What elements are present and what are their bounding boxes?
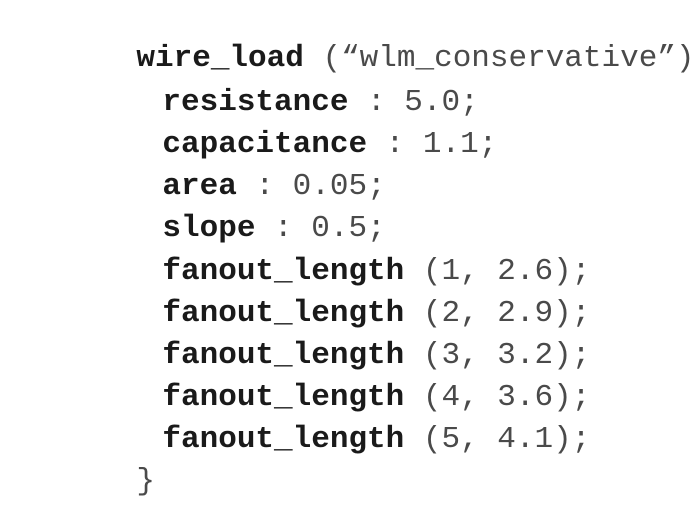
- attribute-value: 0.05;: [292, 169, 386, 204]
- wire-load-argument: (“wlm_conservative”) {: [322, 41, 698, 76]
- fanout-length-name: fanout_length: [162, 338, 405, 373]
- fanout-length-args: (5, 4.1);: [404, 422, 591, 457]
- resistance-line: resistance : 5.0;: [88, 56, 479, 149]
- fanout-length-line: fanout_length (3, 3.2);: [88, 309, 590, 402]
- wire-load-header-line: wire_load (“wlm_conservative”) {: [62, 12, 698, 105]
- closing-brace-line: }: [62, 435, 155, 528]
- fanout-length-line: fanout_length (5, 4.1);: [88, 393, 590, 486]
- fanout-length-args: (1, 2.6);: [404, 254, 591, 289]
- attribute-name: capacitance: [162, 127, 368, 162]
- fanout-length-name: fanout_length: [162, 254, 405, 289]
- attribute-separator: :: [348, 85, 405, 120]
- fanout-length-args: (3, 3.2);: [404, 338, 591, 373]
- slope-line: slope : 0.5;: [88, 182, 386, 275]
- attribute-name: resistance: [162, 85, 349, 120]
- attribute-name: area: [162, 169, 237, 204]
- attribute-value: 5.0;: [404, 85, 479, 120]
- fanout-length-args: (4, 3.6);: [404, 380, 591, 415]
- capacitance-line: capacitance : 1.1;: [88, 98, 497, 191]
- wire-load-keyword: wire_load: [136, 41, 304, 76]
- fanout-length-name: fanout_length: [162, 296, 405, 331]
- fanout-length-line: fanout_length (2, 2.9);: [88, 267, 590, 360]
- fanout-length-name: fanout_length: [162, 380, 405, 415]
- attribute-separator: :: [255, 211, 312, 246]
- attribute-separator: :: [367, 127, 423, 162]
- fanout-length-args: (2, 2.9);: [404, 296, 591, 331]
- closing-brace: }: [136, 464, 156, 499]
- fanout-length-line: fanout_length (4, 3.6);: [88, 351, 590, 444]
- attribute-name: slope: [162, 211, 256, 246]
- fanout-length-name: fanout_length: [162, 422, 405, 457]
- area-line: area : 0.05;: [88, 140, 386, 233]
- fanout-length-line: fanout_length (1, 2.6);: [88, 225, 590, 318]
- code-snippet: wire_load (“wlm_conservative”) { resista…: [62, 12, 698, 497]
- attribute-value: 1.1;: [422, 127, 498, 162]
- attribute-value: 0.5;: [311, 211, 386, 246]
- attribute-separator: :: [236, 169, 293, 204]
